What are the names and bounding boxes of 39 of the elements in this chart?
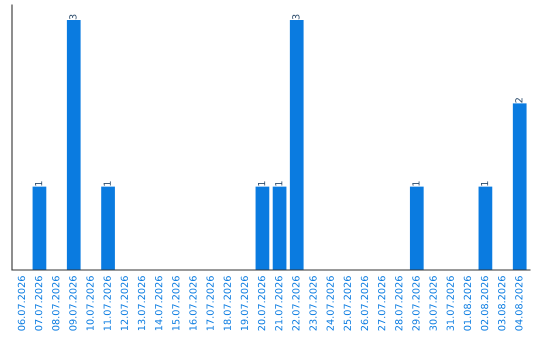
x-tick-label: 01.08.2026 [464,276,472,331]
x-tick-label: 31.07.2026 [446,276,454,330]
x-tick-label: 17.07.2026 [206,276,214,330]
x-tick-label: 21.07.2026 [275,276,282,331]
x-tick-label: 03.08.2026 [498,276,506,331]
x-tick-label: 12.07.2026 [120,276,128,330]
x-tick-label: 11.07.2026 [104,276,111,330]
x-tick-label: 18.07.2026 [224,276,231,330]
data-label: 1 [104,181,111,186]
x-tick-label: 06.07.2026 [18,276,26,331]
x-tick-label: 29.07.2026 [412,276,420,331]
data-label: 3 [69,14,77,20]
x-tick-label: 23.07.2026 [309,276,317,331]
x-tick-label: 22.07.2026 [292,276,300,331]
data-label: 1 [258,181,266,186]
x-tick-label: 20.07.2026 [258,276,266,331]
x-tick-label: 24.07.2026 [326,276,334,331]
x-tick-label: 16.07.2026 [189,276,197,330]
x-tick-label: 07.07.2026 [34,276,42,331]
x-tick-label: 28.07.2026 [395,276,402,331]
x-tick-label: 14.07.2026 [154,276,162,330]
data-label: 1 [35,181,42,186]
data-label: 2 [515,98,522,103]
data-label: 1 [481,181,488,186]
data-label: 1 [275,181,282,186]
data-label: 3 [292,14,300,20]
x-tick-label: 08.07.2026 [52,276,60,331]
x-tick-label: 26.07.2026 [360,276,368,331]
x-tick-label: 19.07.2026 [240,276,248,330]
x-tick-label: 25.07.2026 [344,276,352,331]
x-tick-label: 10.07.2026 [86,276,94,330]
x-tick-label: 15.07.2026 [172,276,180,330]
x-tick-label: 02.08.2026 [480,276,488,331]
data-label: 1 [412,181,420,186]
x-tick-label: 27.07.2026 [378,276,386,331]
x-tick-label: 09.07.2026 [69,276,77,331]
x-tick-label: 13.07.2026 [138,276,146,330]
x-tick-label: 30.07.2026 [429,276,437,330]
x-tick-label: 04.08.2026 [515,276,523,331]
